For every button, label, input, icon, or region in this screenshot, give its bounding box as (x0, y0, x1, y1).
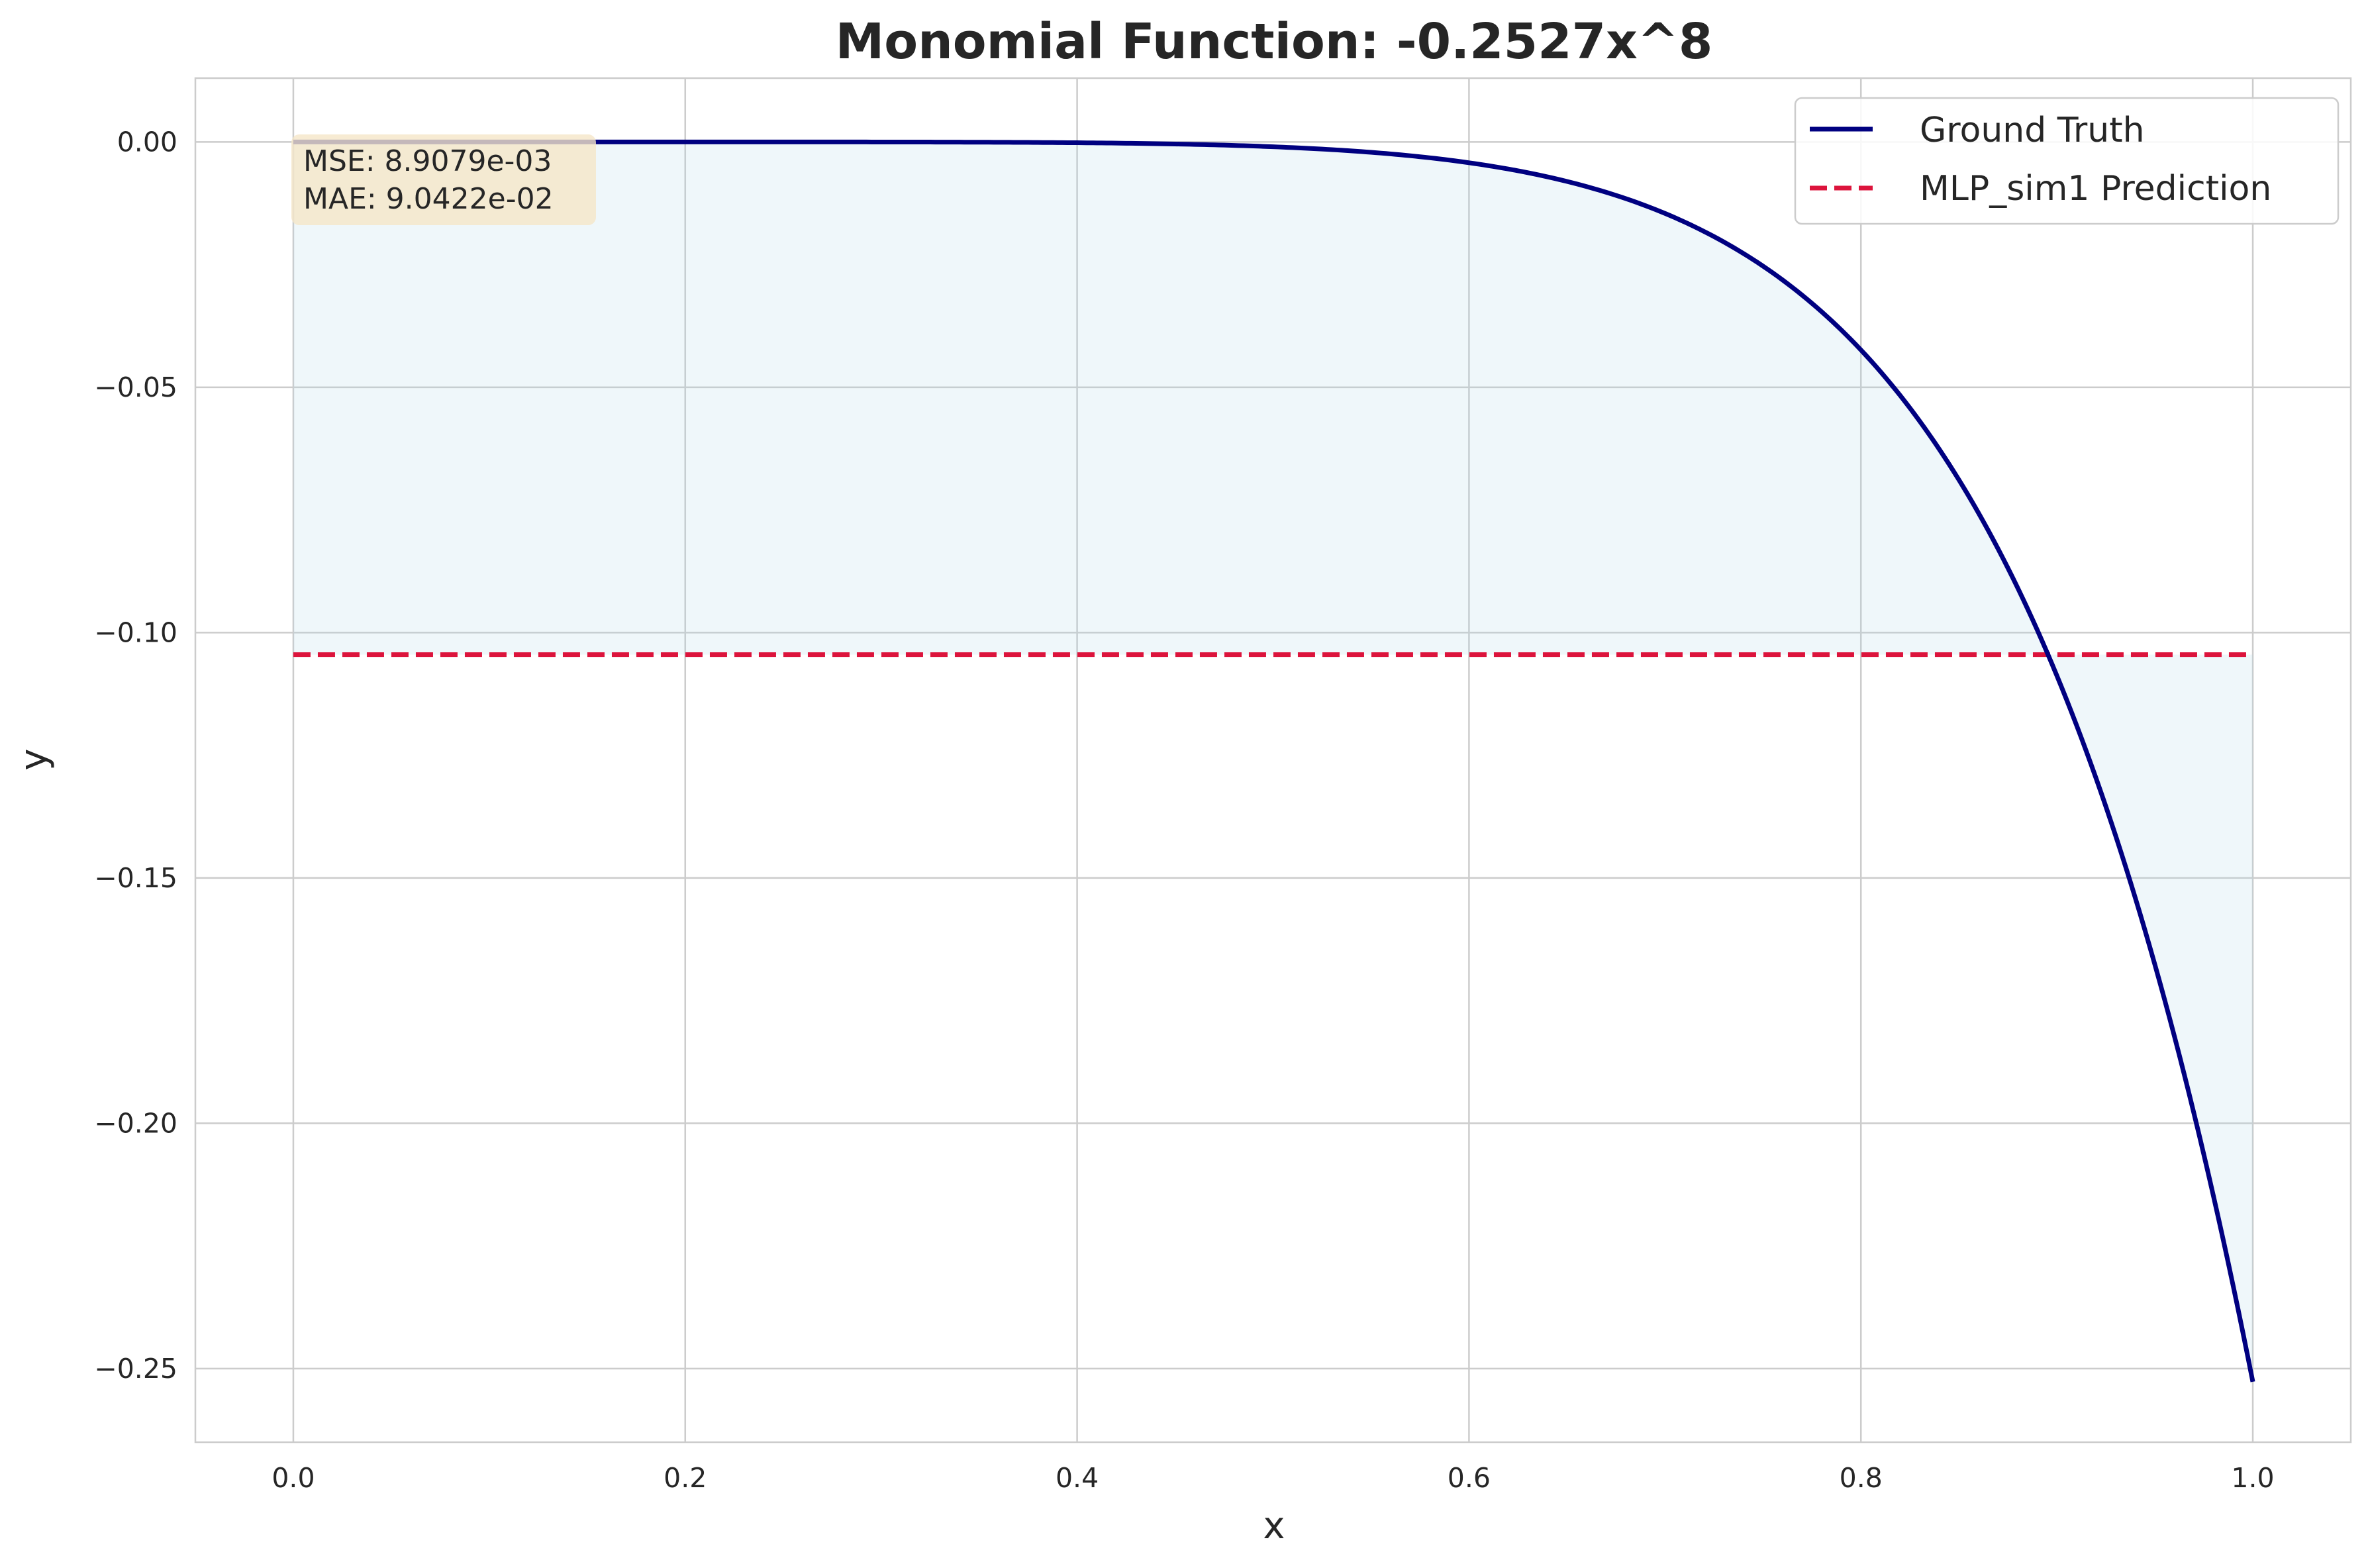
x-axis-ticks: 0.0 0.2 0.4 0.6 0.8 1.0 (271, 1462, 2274, 1494)
plot-background (195, 78, 2351, 1442)
y-tick-label: −0.25 (94, 1353, 177, 1385)
x-tick-label: 1.0 (2231, 1462, 2274, 1494)
y-tick-label: −0.15 (94, 862, 177, 894)
x-tick-label: 0.0 (271, 1462, 315, 1494)
chart-title: Monomial Function: -0.2527x^8 (836, 13, 1713, 70)
mse-text: MSE: 8.9079e-03 (303, 144, 552, 178)
x-tick-label: 0.6 (1448, 1462, 1491, 1494)
metrics-annotation: MSE: 8.9079e-03 MAE: 9.0422e-02 (291, 134, 596, 225)
x-axis-label: x (1263, 1504, 1285, 1547)
y-axis-ticks: 0.00 −0.05 −0.10 −0.15 −0.20 −0.25 (94, 126, 177, 1385)
fill-between-area (293, 142, 2253, 1382)
y-tick-label: 0.00 (117, 126, 177, 158)
legend-mlp-sim1-prediction-label: MLP_sim1 Prediction (1920, 169, 2271, 209)
legend-ground-truth-label: Ground Truth (1920, 111, 2145, 150)
y-tick-label: −0.20 (94, 1107, 177, 1139)
x-tick-label: 0.8 (1840, 1462, 1883, 1494)
x-tick-label: 0.4 (1056, 1462, 1099, 1494)
y-axis-label: y (13, 748, 56, 770)
x-tick-label: 0.2 (664, 1462, 707, 1494)
metrics-background (291, 134, 596, 225)
mae-text: MAE: 9.0422e-02 (303, 182, 554, 216)
y-tick-label: −0.05 (94, 371, 177, 403)
series-ground-truth-line (293, 139, 2255, 1383)
y-tick-label: −0.10 (94, 616, 177, 648)
plot-area (194, 77, 2352, 1444)
legend-frame (1794, 97, 2340, 225)
legend: Ground Truth MLP_sim1 Prediction (1794, 97, 2340, 225)
plot-border (194, 77, 2352, 1444)
